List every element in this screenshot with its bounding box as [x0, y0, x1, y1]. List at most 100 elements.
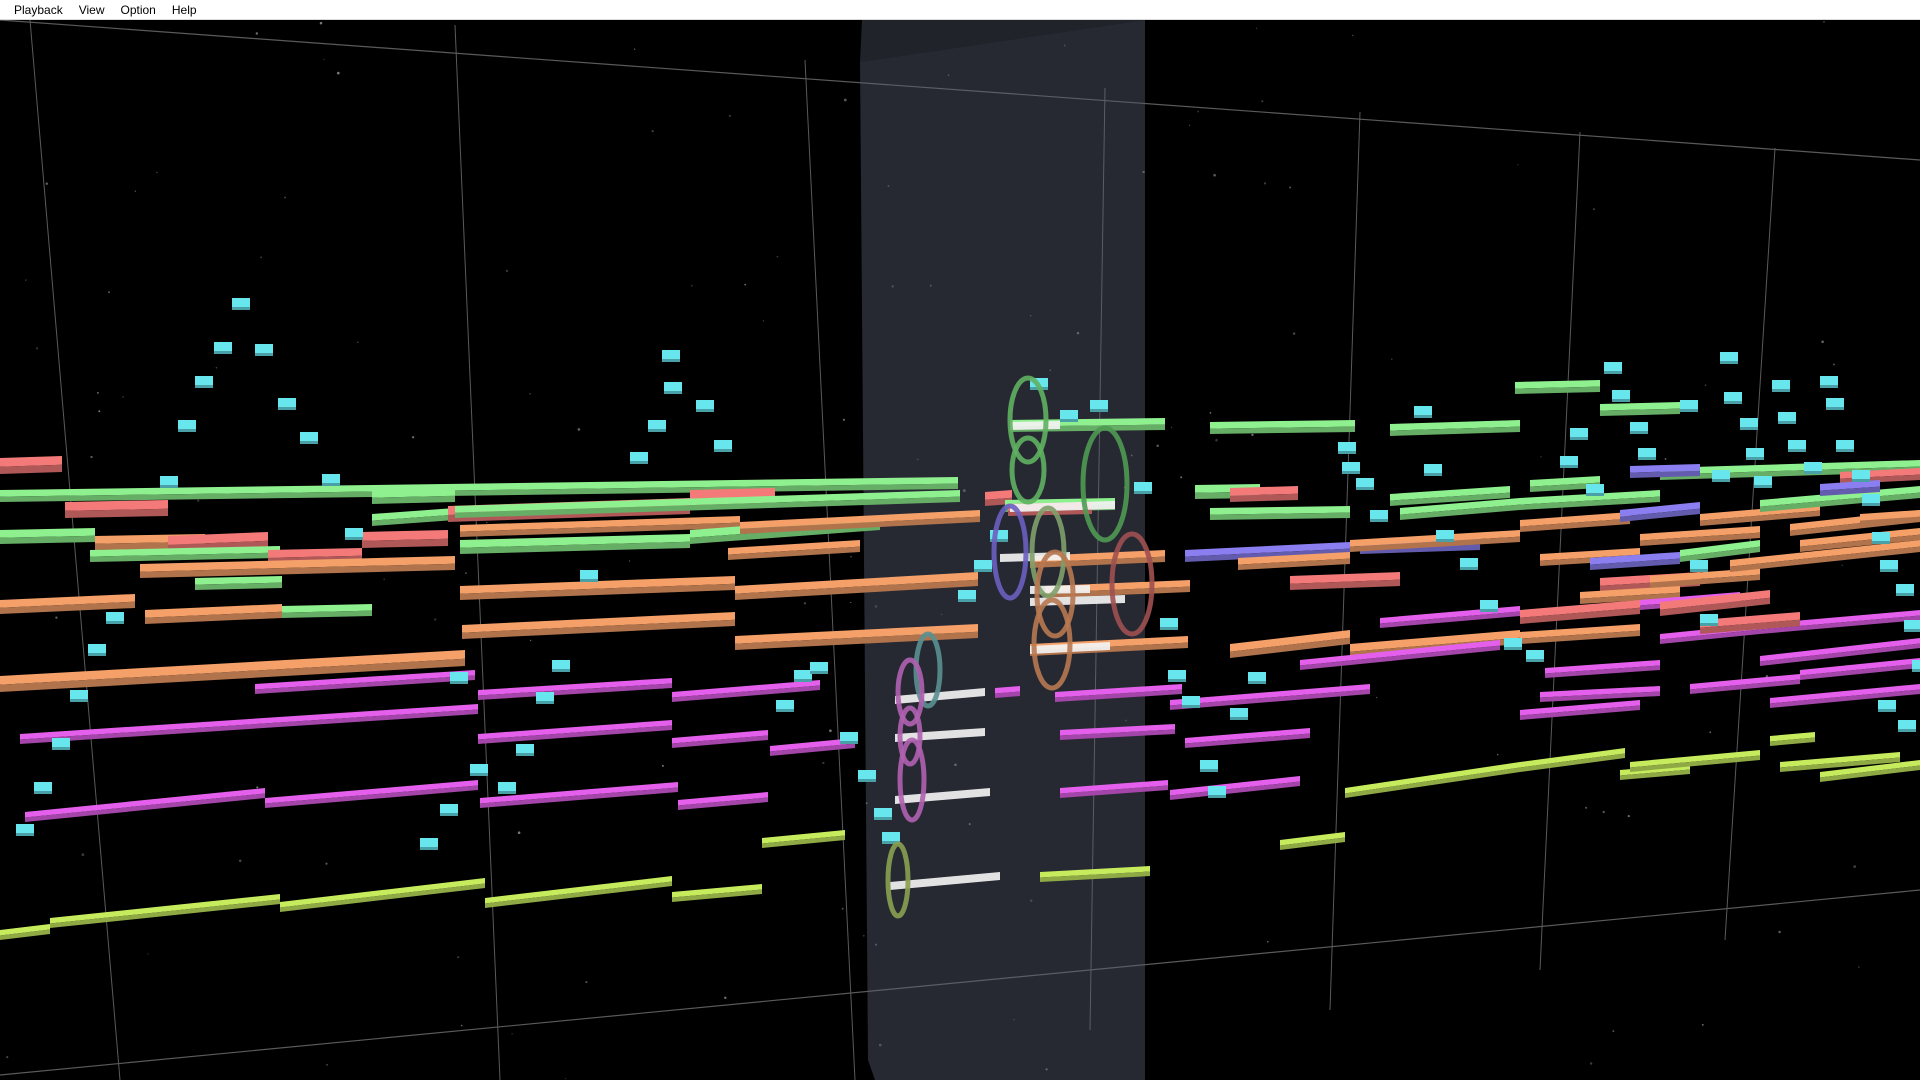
menu-option[interactable]: Option — [120, 2, 156, 17]
note-bar — [1690, 674, 1800, 690]
high-note-block — [1090, 400, 1108, 409]
high-note-block — [1526, 650, 1544, 659]
star — [1289, 186, 1292, 189]
menu-view[interactable]: View — [78, 2, 105, 17]
active-note-bar — [895, 688, 985, 704]
star — [1375, 696, 1378, 699]
star — [1778, 930, 1781, 934]
note-bar-side — [728, 546, 860, 560]
high-note-block — [1746, 448, 1764, 457]
high-note-block — [1820, 376, 1838, 385]
high-note-block-side — [958, 599, 976, 602]
high-note-block — [440, 804, 458, 813]
high-note-block — [1724, 392, 1742, 401]
active-note-bar — [1010, 421, 1060, 430]
note-bar — [1630, 464, 1700, 473]
note-bar — [1280, 832, 1345, 846]
star — [1292, 332, 1296, 335]
high-note-block-side — [1898, 729, 1916, 732]
note-bar-side — [1540, 691, 1660, 702]
note-bar-side — [1820, 486, 1880, 496]
note-bar-side — [0, 464, 62, 474]
note-bar-side — [1700, 510, 1820, 526]
note-bar — [728, 540, 860, 555]
note-bar-side — [1770, 689, 1920, 708]
note-bar — [1820, 480, 1880, 491]
note-bar — [478, 720, 672, 740]
high-note-block-side — [1880, 569, 1898, 572]
note-bar-side — [1520, 753, 1625, 772]
note-bar — [0, 924, 50, 936]
note-bar — [265, 780, 478, 804]
note-bar-side — [762, 835, 845, 848]
note-bar — [140, 556, 455, 572]
note-ring — [991, 503, 1029, 601]
note-bar — [735, 624, 978, 644]
note-bar-side — [1600, 408, 1680, 416]
note-bar-side — [1055, 689, 1182, 702]
note-bar-side — [1690, 679, 1800, 694]
high-note-block — [214, 342, 232, 351]
star — [803, 602, 807, 605]
high-note-block-side — [300, 441, 318, 444]
high-note-block — [1754, 476, 1772, 485]
note-bar-side — [1520, 630, 1640, 644]
high-note-block-side — [696, 409, 714, 412]
note-bar — [1630, 750, 1760, 768]
note-bar-side — [90, 552, 280, 562]
note-bar-side — [1170, 689, 1370, 710]
star — [744, 283, 747, 286]
star — [238, 859, 242, 863]
note-bar-side — [0, 535, 95, 544]
star — [323, 58, 325, 61]
high-note-block-side — [70, 699, 88, 702]
note-bar-side — [1170, 781, 1300, 800]
note-bar — [1238, 552, 1350, 565]
note-bar — [1770, 684, 1920, 704]
high-note-block-side — [1612, 399, 1630, 402]
note-bar-side — [1530, 482, 1600, 492]
midi-3d-viewport[interactable] — [0, 20, 1920, 1080]
star — [1188, 124, 1191, 127]
star — [917, 458, 919, 461]
note-bar — [1530, 476, 1600, 487]
star — [1215, 438, 1218, 442]
star — [97, 392, 99, 394]
high-note-block — [552, 660, 570, 669]
high-note-block — [450, 672, 468, 681]
star — [1823, 21, 1825, 23]
high-note-block-side — [1090, 409, 1108, 412]
note-bar-side — [1520, 705, 1640, 720]
high-note-block — [232, 298, 250, 307]
note-bar-side — [735, 631, 978, 650]
high-note-block — [34, 782, 52, 791]
star — [147, 953, 149, 955]
menu-playback[interactable]: Playback — [14, 2, 63, 17]
high-note-block-side — [278, 407, 296, 410]
note-bar — [1820, 760, 1920, 778]
high-note-block — [255, 344, 273, 353]
high-note-block-side — [1720, 361, 1738, 364]
note-bar — [770, 738, 855, 752]
star — [887, 185, 890, 187]
high-note-block — [1480, 600, 1498, 609]
note-bar — [145, 604, 282, 618]
star — [1821, 340, 1824, 344]
note-bar-side — [480, 787, 678, 808]
high-note-block-side — [52, 747, 70, 750]
note-ring — [1029, 505, 1067, 599]
menu-help[interactable]: Help — [171, 2, 197, 17]
star — [1593, 208, 1595, 210]
high-note-block — [1898, 720, 1916, 729]
high-note-block-side — [990, 539, 1008, 542]
note-bar-side — [280, 883, 485, 912]
star — [529, 392, 531, 395]
note-bar-side — [20, 709, 478, 744]
note-ring — [1009, 435, 1047, 505]
note-bar-side — [1620, 769, 1690, 780]
high-note-block-side — [1248, 681, 1266, 684]
note-bar — [1520, 490, 1660, 505]
high-note-block — [1338, 442, 1356, 451]
high-note-block — [1248, 672, 1266, 681]
high-note-block-side — [580, 579, 598, 582]
